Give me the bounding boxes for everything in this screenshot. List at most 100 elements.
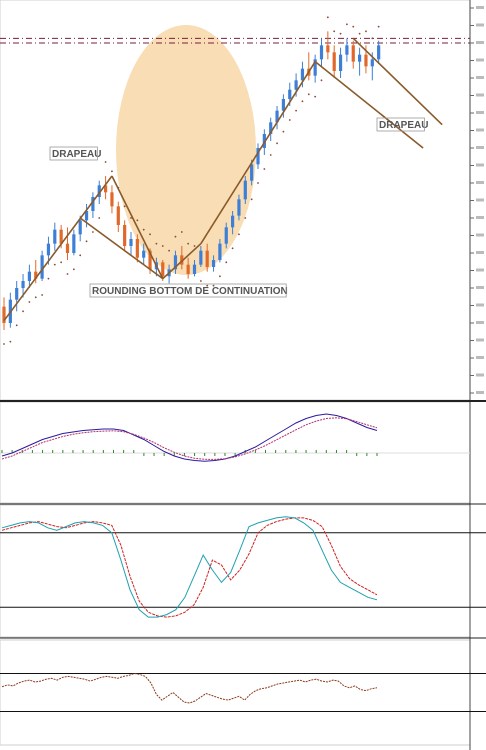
drapeau-right-label-group: DRAPEAU <box>376 117 428 132</box>
rounding-bottom-label-box <box>89 283 287 298</box>
candle-body <box>319 45 324 60</box>
candle-body <box>364 54 368 67</box>
candle-body <box>256 148 260 165</box>
candle-body <box>110 192 114 207</box>
sar-dot <box>79 254 82 257</box>
sar-dot <box>41 294 43 296</box>
candle-body <box>173 255 178 270</box>
sar-dot <box>92 231 94 233</box>
candle-body <box>237 199 241 216</box>
rounding-bottom-rise <box>162 243 202 280</box>
axis-tick-label <box>476 198 484 202</box>
axis-tick-label <box>476 146 484 149</box>
candle-body <box>377 45 381 60</box>
flag-upper-line <box>111 175 164 280</box>
sar-dot <box>3 343 5 345</box>
axis-tick-label <box>476 111 484 114</box>
candle-body <box>231 215 235 228</box>
candle-body <box>370 59 374 67</box>
sar-dot <box>136 219 139 222</box>
uptrend-line-1 <box>3 175 113 322</box>
candle-body <box>199 250 203 265</box>
drapeau-right-label: DRAPEAU <box>379 120 428 131</box>
rounding-bottom-label-group: ROUNDING BOTTOM DE CONTINUATION <box>89 283 288 298</box>
candle-body <box>46 243 51 256</box>
sar-dot <box>111 170 113 173</box>
axis-tick-label <box>476 286 484 289</box>
candle-body <box>142 250 146 258</box>
candle-body <box>262 134 266 148</box>
candle-body <box>27 271 31 281</box>
stochastic-line-2 <box>1 516 378 618</box>
sar-dot <box>22 310 24 313</box>
flag-upper-line-right <box>352 37 443 126</box>
candle-body <box>104 185 108 193</box>
candle-body <box>351 45 355 62</box>
axis-tick-label <box>476 356 484 359</box>
axis-tick-label <box>476 233 484 237</box>
candle-body <box>40 255 44 279</box>
candle-body <box>205 250 209 267</box>
rounding-bottom-label: ROUNDING BOTTOM DE CONTINUATION <box>92 286 288 297</box>
axis-tick-label <box>476 58 484 62</box>
sar-dot <box>301 100 304 103</box>
sar-dot <box>269 154 272 156</box>
sar-dot <box>187 242 190 245</box>
axis-tick-label <box>476 163 484 167</box>
candle-body <box>116 206 120 225</box>
sar-dot <box>9 340 12 343</box>
candle-body <box>300 68 305 81</box>
sar-dot <box>85 240 88 243</box>
sar-dot <box>219 275 221 278</box>
sar-dot <box>149 233 151 236</box>
flag-lower-line-right <box>314 61 424 149</box>
candle-body <box>34 271 38 279</box>
candle-body <box>275 110 279 123</box>
sar-dot <box>358 32 361 35</box>
sar-dot <box>168 249 171 252</box>
candle-body <box>91 197 95 211</box>
axis-tick-label <box>476 251 484 254</box>
sar-dot <box>142 228 145 231</box>
candle-body <box>2 306 6 323</box>
sar-dot <box>307 93 310 96</box>
candle-body <box>313 59 317 76</box>
candle-body <box>123 225 127 246</box>
sar-dot <box>371 37 374 40</box>
sar-dot <box>15 324 18 327</box>
sar-dot <box>263 168 266 170</box>
drapeau-left-label-box <box>49 146 98 161</box>
sar-dot <box>257 182 259 184</box>
sar-dot <box>250 198 253 201</box>
candle-body <box>358 54 362 62</box>
sar-dot <box>161 245 164 247</box>
drapeau-right-label-box <box>376 117 425 132</box>
axis-tick-label <box>476 128 484 132</box>
sar-dot <box>320 79 323 82</box>
axis-tick-label <box>476 41 484 44</box>
candle-body <box>211 260 216 267</box>
sar-dot <box>155 242 158 245</box>
candle-body <box>148 250 152 270</box>
candle-body <box>72 234 76 253</box>
sar-dot <box>295 109 297 112</box>
sar-dot <box>98 217 101 219</box>
candle-body <box>129 239 133 246</box>
axis-tick-label <box>476 268 484 272</box>
axis-tick-label <box>476 338 484 342</box>
candle-body <box>186 264 190 274</box>
macd-line-1 <box>1 413 378 462</box>
axis-tick-label <box>476 391 484 394</box>
sar-dot <box>47 277 50 280</box>
sar-dot <box>238 233 240 236</box>
sar-dot <box>180 231 183 233</box>
candle-body <box>218 243 222 260</box>
candle-body <box>21 281 25 288</box>
sar-dot <box>288 119 291 121</box>
candle-body <box>345 45 349 55</box>
sar-dot <box>212 284 215 287</box>
sar-dot <box>282 130 285 133</box>
sar-dot <box>276 142 278 145</box>
axis-tick-label <box>476 93 484 97</box>
